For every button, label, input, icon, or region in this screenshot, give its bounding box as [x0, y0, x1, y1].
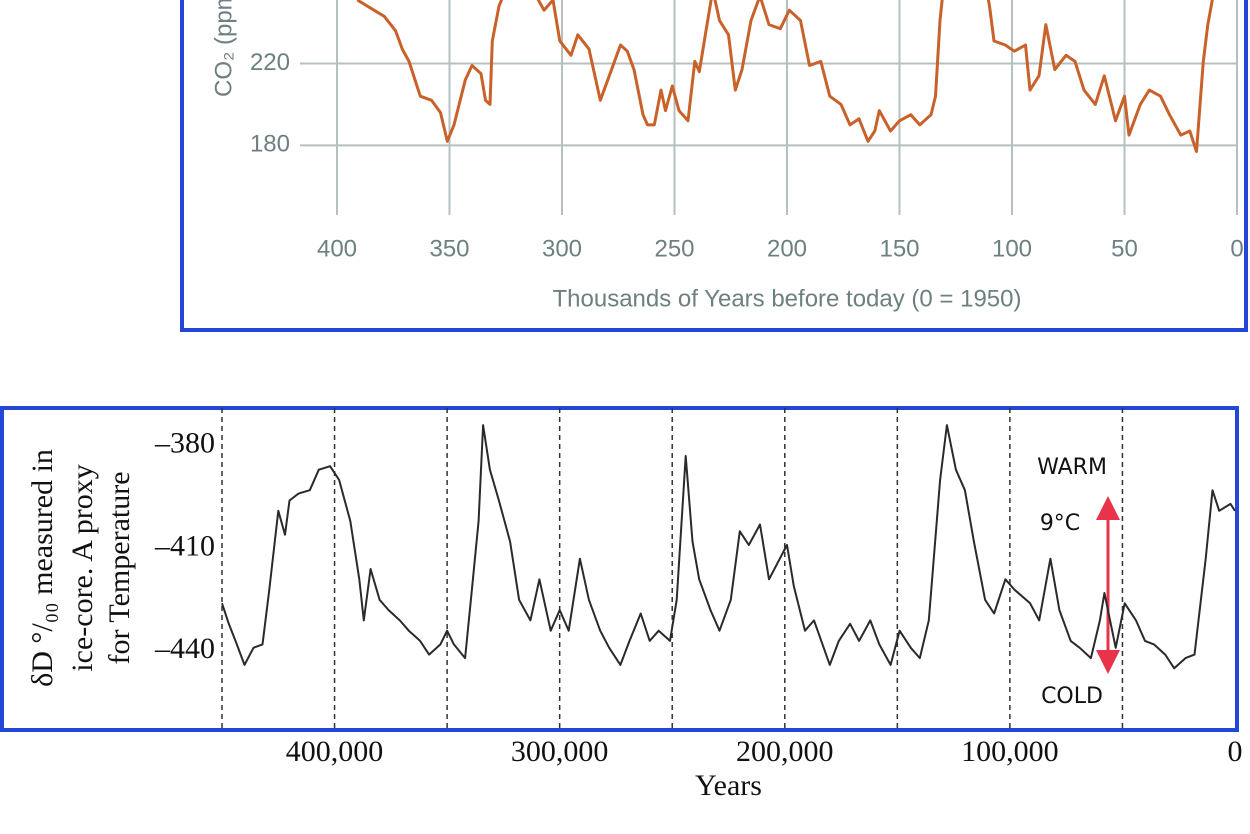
top-frame: [180, 0, 1248, 332]
x-tick-label: 100,000: [961, 735, 1059, 768]
y-axis-title: for Temperature: [103, 471, 136, 664]
y-axis-title: δD °/₀₀ measured in: [26, 449, 59, 687]
x-tick-label: 200: [767, 235, 807, 262]
x-tick-label: 250: [654, 235, 694, 262]
x-tick-label: 0: [1230, 235, 1243, 262]
x-tick-label: 300: [542, 235, 582, 262]
y-axis-title: CO₂ (ppmv): [210, 0, 237, 97]
x-axis-title: Years: [695, 769, 762, 802]
annotation: COLD: [1041, 684, 1103, 709]
y-tick-label: 220: [250, 49, 290, 76]
data-line: [356, 0, 1214, 153]
x-axis-title: Thousands of Years before today (0 = 195…: [553, 285, 1022, 312]
y-axis-title: ice-core. A proxy: [66, 464, 99, 671]
x-tick-label: 150: [879, 235, 919, 262]
x-tick-label: 400: [317, 235, 357, 262]
x-tick-label: 200,000: [736, 735, 834, 768]
x-tick-label: 300,000: [511, 735, 609, 768]
x-tick-label: 50: [1111, 235, 1138, 262]
y-tick-label: 180: [250, 131, 290, 158]
x-tick-label: 400,000: [286, 735, 384, 768]
y-tick-label: –440: [154, 632, 215, 665]
y-tick-label: –380: [154, 427, 215, 460]
annotation: WARM: [1037, 455, 1107, 480]
x-tick-label: 100: [992, 235, 1032, 262]
x-tick-label: 350: [429, 235, 469, 262]
data-line: [221, 424, 1236, 670]
bottom-frame: [0, 406, 1239, 732]
x-tick-label: 0: [1228, 735, 1243, 768]
y-tick-label: –410: [154, 529, 215, 562]
annotation: 9°C: [1040, 511, 1080, 536]
